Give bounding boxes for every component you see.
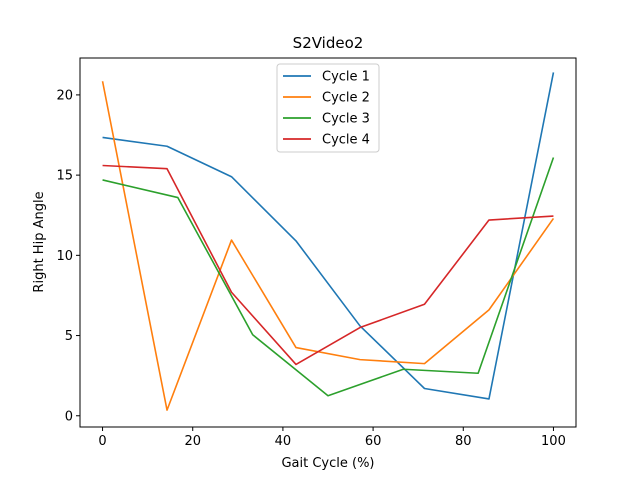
x-axis-label: Gait Cycle (%) bbox=[281, 456, 374, 471]
x-tick-label: 0 bbox=[98, 434, 106, 449]
legend-label: Cycle 4 bbox=[322, 133, 370, 148]
legend-label: Cycle 1 bbox=[322, 70, 370, 85]
series-line-cycle-1 bbox=[102, 72, 555, 400]
legend-item-cycle-3: Cycle 3 bbox=[283, 112, 370, 127]
legend-box bbox=[276, 63, 380, 153]
legend-item-cycle-1: Cycle 1 bbox=[283, 70, 370, 85]
legend-item-cycle-4: Cycle 4 bbox=[283, 133, 370, 148]
y-tick-label: 5 bbox=[65, 329, 73, 344]
series-line-cycle-3 bbox=[102, 157, 555, 397]
axes-frame bbox=[79, 57, 577, 428]
x-tick-label: 80 bbox=[455, 434, 472, 449]
y-tick-label: 10 bbox=[56, 249, 73, 264]
y-axis: 0 5 10 15 20 bbox=[56, 88, 80, 424]
y-tick-label: 20 bbox=[56, 88, 73, 103]
legend-label: Cycle 3 bbox=[322, 112, 370, 127]
legend: Cycle 1 Cycle 2 Cycle 3 Cycle 4 bbox=[276, 63, 380, 153]
x-tick-label: 100 bbox=[541, 434, 566, 449]
series-line-cycle-4 bbox=[102, 164, 554, 366]
legend-item-cycle-2: Cycle 2 bbox=[283, 91, 370, 106]
x-axis: 0 20 40 60 80 100 bbox=[98, 427, 566, 449]
y-tick-label: 0 bbox=[65, 409, 73, 424]
x-tick-label: 40 bbox=[275, 434, 292, 449]
legend-label: Cycle 2 bbox=[322, 91, 370, 106]
y-tick-label: 15 bbox=[56, 169, 73, 184]
chart-title: S2Video2 bbox=[293, 34, 364, 52]
x-tick-label: 20 bbox=[184, 434, 201, 449]
y-axis-label: Right Hip Angle bbox=[32, 191, 47, 292]
plot-area bbox=[101, 72, 555, 411]
series-line-cycle-2 bbox=[101, 81, 555, 411]
x-tick-label: 60 bbox=[365, 434, 382, 449]
